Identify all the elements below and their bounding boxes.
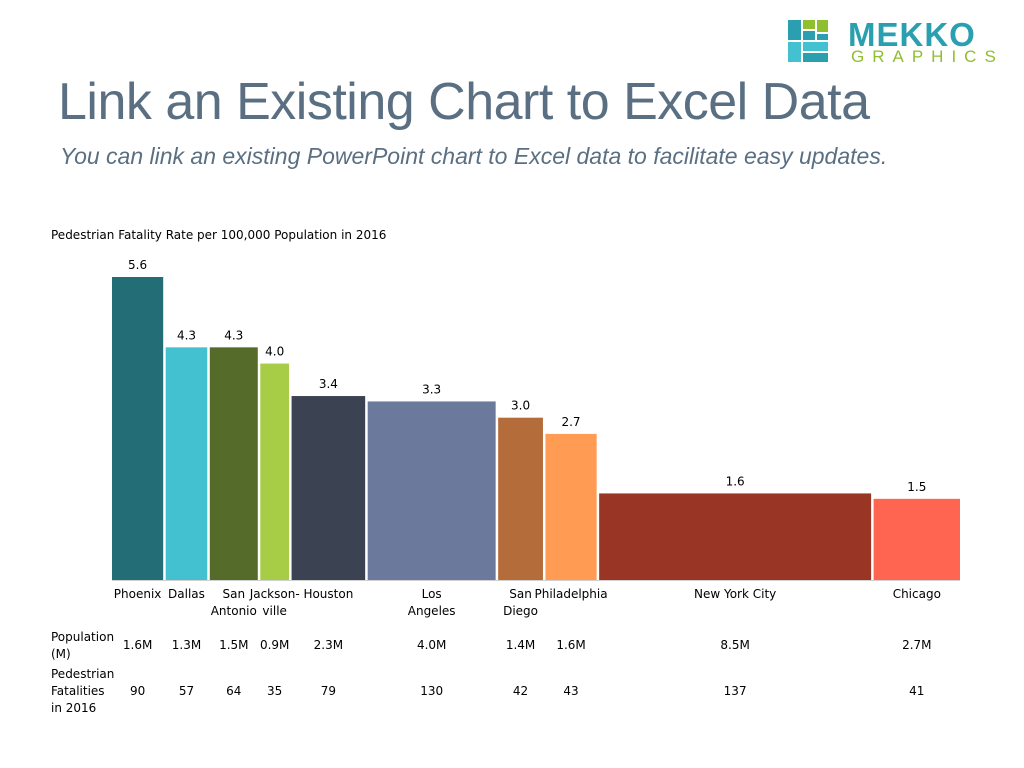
- fatalities-value-2: 64: [226, 684, 241, 698]
- category-label-3: Jackson-ville: [249, 587, 300, 618]
- bar-value-label-5: 3.3: [422, 382, 441, 396]
- bar-2: [209, 347, 258, 580]
- fatalities-value-5: 130: [420, 684, 443, 698]
- category-label-0: Phoenix: [114, 587, 162, 601]
- population-value-0: 1.6M: [123, 638, 152, 652]
- bar-value-label-1: 4.3: [177, 328, 196, 342]
- population-value-9: 2.7M: [902, 638, 931, 652]
- population-row-label: Population (M): [51, 630, 115, 661]
- bar-4: [291, 396, 366, 580]
- bar-value-label-7: 2.7: [561, 415, 580, 429]
- chart-title: Pedestrian Fatality Rate per 100,000 Pop…: [51, 228, 387, 242]
- fatalities-value-0: 90: [130, 684, 145, 698]
- bar-value-label-6: 3.0: [511, 399, 530, 413]
- category-label-7: Philadelphia: [534, 587, 607, 601]
- bar-value-label-0: 5.6: [128, 258, 147, 272]
- bar-value-label-9: 1.5: [907, 480, 926, 494]
- bar-value-label-8: 1.6: [726, 474, 745, 488]
- fatalities-value-1: 57: [179, 684, 194, 698]
- population-value-2: 1.5M: [219, 638, 248, 652]
- population-value-8: 8.5M: [720, 638, 749, 652]
- population-value-7: 1.6M: [556, 638, 585, 652]
- bar-value-label-3: 4.0: [265, 345, 284, 359]
- category-label-9: Chicago: [893, 587, 941, 601]
- fatalities-value-8: 137: [724, 684, 747, 698]
- population-value-4: 2.3M: [314, 638, 343, 652]
- page-title: Link an Existing Chart to Excel Data: [58, 73, 870, 131]
- fatalities-value-4: 79: [321, 684, 336, 698]
- bar-7: [545, 433, 597, 580]
- bar-5: [367, 401, 496, 580]
- category-label-1: Dallas: [168, 587, 205, 601]
- category-label-4: Houston: [303, 587, 353, 601]
- category-label-5: Los Angeles: [408, 587, 456, 618]
- bar-value-label-4: 3.4: [319, 377, 338, 391]
- bar-0: [112, 277, 164, 580]
- population-value-5: 4.0M: [417, 638, 446, 652]
- bar-3: [260, 363, 290, 580]
- fatalities-value-6: 42: [513, 684, 528, 698]
- bar-9: [873, 498, 960, 580]
- bar-8: [599, 493, 872, 580]
- population-value-6: 1.4M: [506, 638, 535, 652]
- logo-subtext: GRAPHICS: [851, 47, 1004, 66]
- population-value-1: 1.3M: [172, 638, 201, 652]
- bar-1: [165, 347, 208, 580]
- fatalities-value-7: 43: [563, 684, 578, 698]
- logo-mark-icon: [788, 20, 828, 62]
- category-label-8: New York City: [694, 587, 776, 601]
- category-label-6: San Diego: [503, 587, 538, 618]
- fatalities-value-3: 35: [267, 684, 282, 698]
- page-subtitle: You can link an existing PowerPoint char…: [60, 143, 888, 169]
- mekko-graphics-logo: MEKKO GRAPHICS: [788, 16, 1000, 66]
- population-value-3: 0.9M: [260, 638, 289, 652]
- category-label-2: San Antonio: [211, 587, 257, 618]
- fatalities-row-label: Pedestrian Fatalities in 2016: [51, 667, 115, 715]
- bar-value-label-2: 4.3: [224, 328, 243, 342]
- logo-wordmark: MEKKO: [848, 16, 976, 53]
- fatalities-value-9: 41: [909, 684, 924, 698]
- bar-6: [498, 417, 543, 580]
